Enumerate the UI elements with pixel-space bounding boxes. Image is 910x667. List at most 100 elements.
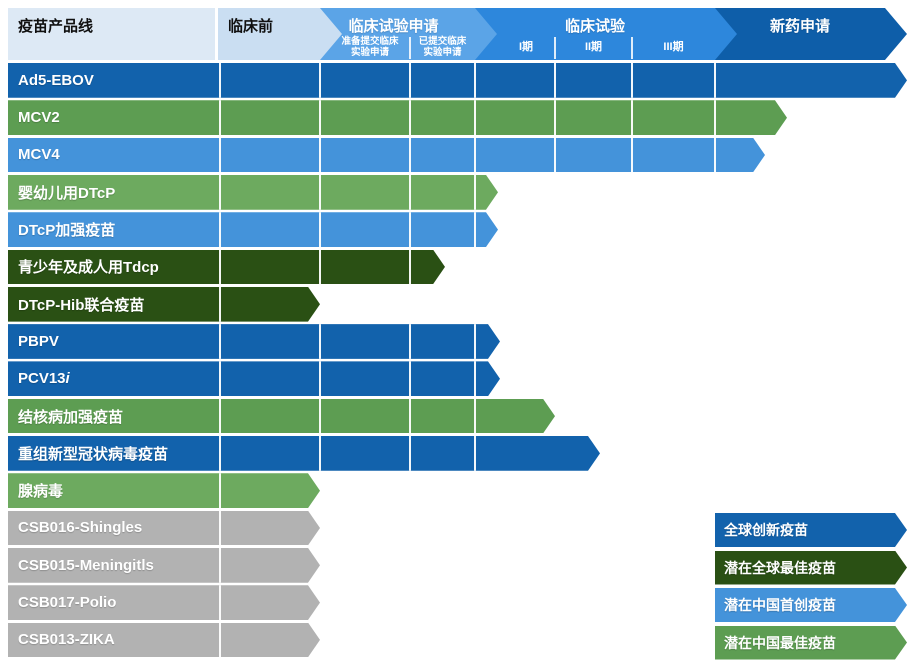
column-separator: [554, 100, 556, 135]
legend-item-3: 潜在中国首创疫苗: [715, 588, 907, 622]
column-separator: [474, 100, 476, 135]
product-label: 重组新型冠状病毒疫苗: [18, 445, 169, 463]
column-separator: [409, 361, 411, 396]
product-bar-结核病加强疫苗: 结核病加强疫苗: [8, 399, 555, 434]
column-separator: [631, 63, 633, 98]
column-separator: [319, 212, 321, 247]
product-label: Ad5-EBOV: [18, 71, 94, 89]
product-bar-婴幼儿用DTcP: 婴幼儿用DTcP: [8, 175, 498, 210]
product-bar-PBPV: PBPV: [8, 324, 500, 359]
product-bar-MCV2: MCV2: [8, 100, 787, 135]
product-label: CSB016-Shingles: [18, 519, 143, 537]
column-separator: [219, 100, 221, 135]
column-separator: [554, 63, 556, 98]
legend-item-4: 潜在中国最佳疫苗: [715, 626, 907, 660]
product-line-title: 疫苗产品线: [18, 18, 94, 35]
column-separator: [319, 361, 321, 396]
phase-title-clinical-trial: 临床试验: [564, 18, 626, 35]
column-separator: [219, 212, 221, 247]
phase-chevron-clinical-trial: 临床试验 I期 II期 III期: [475, 8, 737, 60]
header-subcolumn-separator: [631, 37, 633, 59]
column-separator: [219, 585, 221, 620]
column-separator: [219, 623, 221, 658]
column-separator: [319, 250, 321, 285]
column-separator: [409, 175, 411, 210]
product-bar-Ad5-EBOV: Ad5-EBOV: [8, 63, 907, 98]
column-separator: [319, 63, 321, 98]
product-bar-青少年及成人用Tdcp: 青少年及成人用Tdcp: [8, 250, 445, 285]
column-separator: [409, 138, 411, 173]
legend-item-2: 潜在全球最佳疫苗: [715, 551, 907, 585]
product-label: 青少年及成人用Tdcp: [18, 259, 159, 277]
column-separator: [474, 361, 476, 396]
product-label: MCV4: [18, 146, 60, 164]
column-separator: [409, 324, 411, 359]
column-separator: [409, 212, 411, 247]
column-separator: [319, 399, 321, 434]
column-separator: [319, 175, 321, 210]
column-separator: [219, 473, 221, 508]
product-bar-腺病毒: 腺病毒: [8, 473, 320, 508]
phase-subcolumn-clinical-trial-2: III期: [663, 40, 684, 53]
product-label: PBPV: [18, 332, 59, 350]
legend-label: 全球创新疫苗: [724, 522, 808, 538]
column-separator: [631, 100, 633, 135]
column-separator: [714, 63, 716, 98]
column-separator: [554, 138, 556, 173]
column-separator: [409, 100, 411, 135]
column-separator: [219, 511, 221, 546]
product-bar-MCV4: MCV4: [8, 138, 765, 173]
column-separator: [474, 436, 476, 471]
column-separator: [319, 138, 321, 173]
header-subcolumn-separator: [554, 37, 556, 59]
product-label: 婴幼儿用DTcP: [18, 184, 116, 202]
column-separator: [219, 399, 221, 434]
column-separator: [219, 250, 221, 285]
phase-title-preclinical: 临床前: [228, 18, 274, 35]
column-separator: [409, 250, 411, 285]
column-separator: [219, 287, 221, 322]
legend-label: 潜在中国首创疫苗: [724, 597, 836, 613]
phase-title-nda: 新药申请: [769, 18, 831, 35]
product-bar-DTcP加强疫苗: DTcP加强疫苗: [8, 212, 498, 247]
column-separator: [319, 100, 321, 135]
product-bar-CSB017-Polio: CSB017-Polio: [8, 585, 320, 620]
phase-chevron-nda: 新药申请: [715, 8, 907, 60]
product-label: MCV2: [18, 109, 60, 127]
product-label: CSB017-Polio: [18, 594, 117, 612]
legend-item-1: 全球创新疫苗: [715, 513, 907, 547]
product-bar-CSB015-Meningitls: CSB015-Meningitls: [8, 548, 320, 583]
product-bar-CSB016-Shingles: CSB016-Shingles: [8, 511, 320, 546]
column-separator: [219, 548, 221, 583]
column-separator: [631, 138, 633, 173]
column-separator: [219, 324, 221, 359]
column-separator: [409, 63, 411, 98]
column-separator: [474, 175, 476, 210]
product-line-header: 疫苗产品线: [8, 8, 215, 60]
column-separator: [319, 436, 321, 471]
product-label: PCV13 i: [18, 370, 70, 388]
column-separator: [474, 324, 476, 359]
product-bar-重组新型冠状病毒疫苗: 重组新型冠状病毒疫苗: [8, 436, 600, 471]
header-subcolumn-separator: [409, 37, 411, 59]
column-separator: [474, 138, 476, 173]
column-separator: [219, 63, 221, 98]
phase-subcolumn-ind-application-1: 已提交临床 实验申请: [418, 36, 467, 58]
column-separator: [219, 361, 221, 396]
product-label: CSB015-Meningitls: [18, 556, 154, 574]
legend-label: 潜在中国最佳疫苗: [724, 634, 836, 651]
phase-subcolumn-ind-application-0: 准备提交临床 实验申请: [341, 36, 399, 58]
column-separator: [219, 138, 221, 173]
column-separator: [714, 100, 716, 135]
legend-label: 潜在全球最佳疫苗: [724, 559, 836, 576]
column-separator: [474, 212, 476, 247]
column-separator: [219, 436, 221, 471]
phase-subcolumn-clinical-trial-1: II期: [584, 40, 603, 53]
column-separator: [219, 175, 221, 210]
product-label: DTcP加强疫苗: [18, 222, 116, 240]
product-label: DTcP-Hib联合疫苗: [18, 296, 145, 314]
column-separator: [409, 436, 411, 471]
product-bar-PCV13i: PCV13 i: [8, 361, 500, 396]
product-bar-CSB013-ZIKA: CSB013-ZIKA: [8, 623, 320, 658]
